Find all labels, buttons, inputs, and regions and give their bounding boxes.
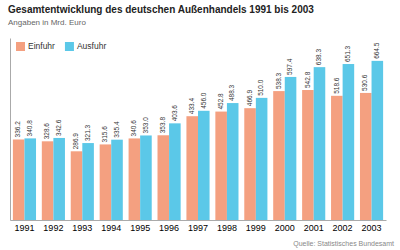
x-tick: 2000: [275, 220, 295, 233]
x-tick-label: 2001: [304, 223, 324, 233]
data-label: 488.3: [228, 84, 235, 101]
bar: [158, 135, 170, 220]
bar: [24, 138, 36, 220]
bar: [186, 116, 198, 220]
bars: [13, 61, 383, 220]
legend-label: Einfuhr: [28, 41, 55, 51]
bar: [129, 138, 141, 220]
title: Gesamtentwicklung des deutschen Außenhan…: [8, 4, 314, 15]
bar: [111, 140, 123, 220]
chart: Gesamtentwicklung des deutschen Außenhan…: [0, 0, 400, 250]
bar: [53, 138, 65, 220]
x-tick: 1999: [246, 220, 266, 233]
bar: [82, 143, 94, 220]
x-tick-label: 1997: [188, 223, 208, 233]
legend-item: Einfuhr: [16, 41, 55, 51]
data-label: 315.6: [101, 126, 108, 143]
x-tick: 1993: [72, 220, 92, 233]
data-label: 452.8: [217, 93, 224, 110]
bar: [285, 77, 297, 220]
bar: [140, 135, 152, 220]
x-tick: 2003: [362, 220, 382, 233]
x-tick: 1992: [43, 220, 63, 233]
bar: [256, 98, 268, 220]
subtitle: Angaben in Mrd. Euro: [8, 18, 86, 27]
plot: 1991 1992 1993 1994 1995 1996 1997 1998 1999 2000…: [11, 39, 387, 234]
data-label: 542.8: [304, 71, 311, 88]
x-tick-label: 1999: [246, 223, 266, 233]
data-label: 518.6: [333, 77, 340, 94]
x-tick-label: 1996: [159, 223, 179, 233]
bar: [42, 141, 54, 220]
x-tick-label: 1993: [72, 223, 92, 233]
x-tick-label: 1998: [217, 223, 237, 233]
x-tick-label: 2000: [275, 223, 295, 233]
x-tick: 2001: [304, 220, 324, 233]
bar: [372, 61, 384, 220]
x-tick-label: 1995: [130, 223, 150, 233]
data-label: 433.4: [188, 98, 195, 115]
data-label: 638.3: [315, 48, 322, 65]
x-tick-label: 2003: [362, 223, 382, 233]
data-label: 651.3: [344, 45, 351, 62]
bar: [169, 123, 181, 220]
x-tick: 1995: [130, 220, 150, 233]
legend-swatch: [16, 42, 25, 51]
data-label: 321.3: [84, 124, 91, 141]
data-label: 286.9: [72, 133, 79, 150]
bar: [198, 111, 210, 220]
x-tick-label: 2002: [333, 223, 353, 233]
x-tick: 1998: [217, 220, 237, 233]
data-label: 597.4: [286, 58, 293, 75]
x-tick-label: 1992: [43, 223, 63, 233]
bar: [13, 139, 25, 220]
bar: [273, 91, 285, 220]
x-axis: 1991 1992 1993 1994 1995 1996 1997 1998 1999 2000…: [11, 220, 387, 233]
data-label: 342.6: [55, 119, 62, 136]
bar: [343, 64, 355, 220]
data-label: 403.6: [171, 105, 178, 122]
x-tick-label: 1994: [101, 223, 121, 233]
data-label: 456.0: [200, 92, 207, 109]
bar: [215, 112, 227, 220]
data-labels: 336.2 328.6 286.9 315.6 340.6 353.8 433.4 452.8…: [14, 42, 380, 149]
data-label: 538.3: [275, 72, 282, 89]
legend-label: Ausfuhr: [77, 41, 106, 51]
bar: [227, 103, 239, 220]
legend: Einfuhr Ausfuhr: [16, 41, 106, 51]
data-label: 336.2: [14, 121, 21, 138]
x-tick-label: 1991: [14, 223, 34, 233]
legend-item: Ausfuhr: [65, 41, 106, 51]
x-axis-line: [11, 220, 387, 221]
x-tick: 1996: [159, 220, 179, 233]
x-tick: 2002: [333, 220, 353, 233]
bar: [71, 151, 83, 220]
y-axis: [10, 39, 11, 221]
data-label: 328.6: [43, 123, 50, 140]
data-label: 353.8: [159, 117, 166, 134]
data-label: 510.0: [257, 79, 264, 96]
data-label: 353.0: [142, 117, 149, 134]
bar: [244, 108, 256, 220]
data-label: 335.4: [113, 121, 120, 138]
x-tick: 1997: [188, 220, 208, 233]
x-tick: 1991: [14, 220, 34, 233]
y-axis-line: [10, 39, 11, 221]
data-label: 530.6: [361, 74, 368, 91]
x-tick: 1994: [101, 220, 121, 233]
bar: [314, 67, 326, 220]
bar: [302, 90, 314, 220]
data-label: 340.8: [26, 120, 33, 137]
bar: [100, 144, 112, 220]
bar: [360, 93, 372, 220]
bar: [331, 96, 343, 220]
legend-swatch: [65, 42, 74, 51]
data-label: 664.5: [373, 42, 380, 59]
source: Quelle: Statistisches Bundesamt: [293, 240, 394, 248]
data-label: 340.6: [130, 120, 137, 137]
data-label: 466.9: [246, 90, 253, 107]
